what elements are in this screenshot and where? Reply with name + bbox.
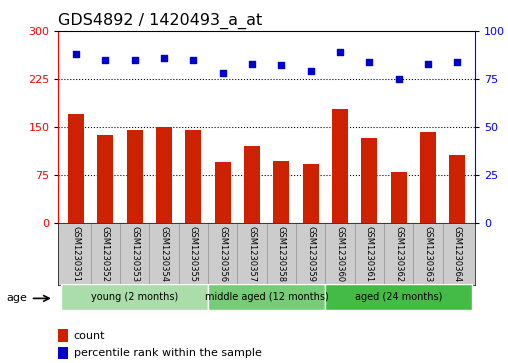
Point [307, 68, 315, 74]
Text: aged (24 months): aged (24 months) [355, 292, 442, 302]
Text: GSM1230361: GSM1230361 [365, 227, 374, 282]
Text: GSM1230359: GSM1230359 [306, 227, 315, 282]
Bar [68, 114, 84, 223]
Text: GSM1230356: GSM1230356 [218, 227, 227, 282]
Bar [361, 138, 377, 223]
Text: count: count [74, 331, 105, 341]
Point [336, 49, 344, 55]
Text: GSM1230357: GSM1230357 [247, 227, 257, 282]
Point [218, 70, 227, 76]
Point [189, 57, 198, 62]
Bar [325, 284, 472, 310]
Text: age: age [6, 293, 27, 303]
Text: middle aged (12 months): middle aged (12 months) [205, 292, 329, 302]
Text: percentile rank within the sample: percentile rank within the sample [74, 348, 262, 358]
Bar [449, 155, 465, 223]
Bar [98, 135, 113, 223]
Point [248, 61, 256, 66]
Bar [208, 284, 325, 310]
Text: GSM1230363: GSM1230363 [424, 227, 432, 282]
Text: GSM1230351: GSM1230351 [72, 227, 81, 282]
Text: GSM1230353: GSM1230353 [130, 227, 139, 282]
Text: GSM1230364: GSM1230364 [453, 227, 462, 282]
Bar [303, 164, 319, 223]
Bar [273, 161, 290, 223]
Bar [61, 284, 208, 310]
Bar [185, 130, 202, 223]
Text: GSM1230362: GSM1230362 [394, 227, 403, 282]
Point [395, 76, 403, 82]
Bar [244, 146, 260, 223]
Text: GSM1230354: GSM1230354 [160, 227, 169, 282]
Text: GSM1230360: GSM1230360 [336, 227, 344, 282]
Bar [391, 172, 407, 223]
Bar [126, 130, 143, 223]
Point [72, 51, 80, 57]
Point [365, 59, 373, 65]
Point [453, 59, 461, 65]
Bar [214, 162, 231, 223]
Text: GDS4892 / 1420493_a_at: GDS4892 / 1420493_a_at [58, 13, 263, 29]
Text: young (2 months): young (2 months) [91, 292, 178, 302]
Point [131, 57, 139, 62]
Bar [332, 109, 348, 223]
Point [160, 55, 168, 61]
Bar [156, 127, 172, 223]
Point [277, 62, 285, 68]
Text: GSM1230358: GSM1230358 [277, 227, 286, 282]
Text: GSM1230355: GSM1230355 [189, 227, 198, 282]
Bar [420, 131, 436, 223]
Point [424, 61, 432, 66]
Point [101, 57, 109, 62]
Text: GSM1230352: GSM1230352 [101, 227, 110, 282]
